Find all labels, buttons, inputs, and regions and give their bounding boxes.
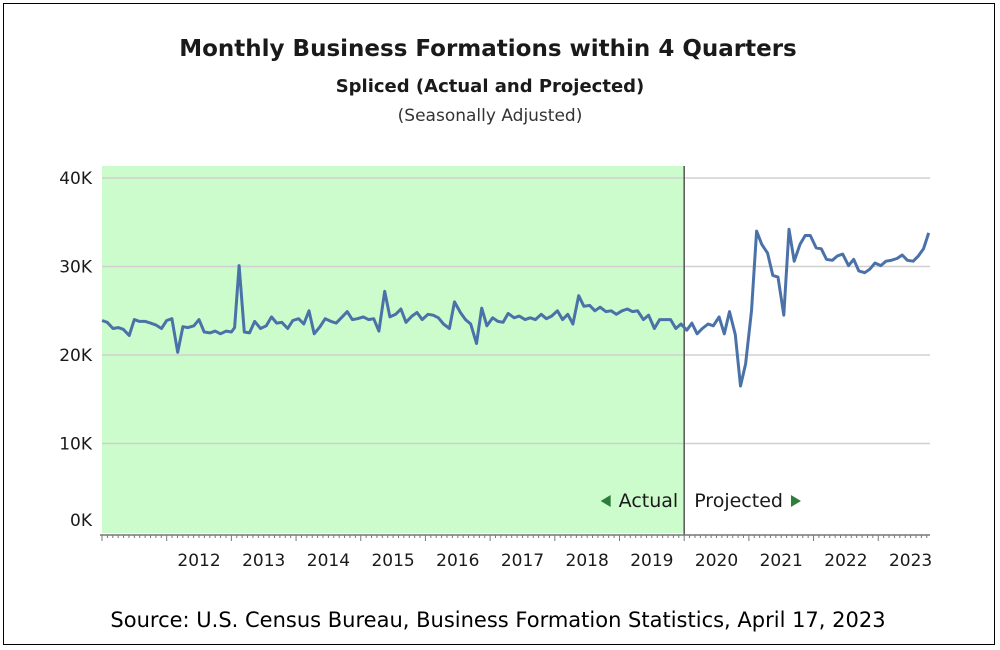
x-tick-label: 2018: [566, 551, 609, 571]
x-tick-label: 2012: [177, 551, 220, 571]
x-axis: 2012 2013 2014 2015 2016 2017 2018 2019 2020 2021…: [100, 534, 932, 571]
y-tick-label: 40K: [59, 169, 93, 189]
projected-label: Projected: [694, 490, 783, 512]
projected-arrow-icon: [790, 495, 801, 507]
x-tick-label: 2020: [695, 551, 738, 571]
y-tick-label: 10K: [59, 435, 93, 455]
actual-arrow-icon: [600, 495, 611, 507]
x-tick-label: 2023: [889, 551, 932, 571]
series-line: [101, 227, 931, 388]
chart-subtitle: Spliced (Actual and Projected): [335, 76, 645, 97]
chart-note: (Seasonally Adjusted): [397, 106, 583, 126]
y-tick-label: 0K: [70, 511, 93, 531]
x-tick-label: 2019: [630, 551, 673, 571]
y-tick-label: 30K: [59, 258, 93, 278]
y-axis-labels: 0K 10K 20K 30K 40K: [59, 169, 93, 531]
x-tick-label: 2016: [436, 551, 479, 571]
actual-label: Actual: [619, 490, 679, 512]
x-tick-label: 2021: [760, 551, 803, 571]
actual-region-shade: [102, 166, 685, 533]
x-tick-label: 2015: [371, 551, 414, 571]
x-tick-label: 2022: [824, 551, 867, 571]
x-tick-label: 2017: [501, 551, 544, 571]
x-tick-label: 2014: [307, 551, 350, 571]
y-tick-label: 20K: [59, 346, 93, 366]
chart-title: Monthly Business Formations within 4 Qua…: [179, 36, 797, 62]
region-labels: Actual Projected: [600, 490, 801, 512]
source-note: Source: U.S. Census Bureau, Business For…: [110, 608, 886, 632]
x-tick-label: 2013: [242, 551, 285, 571]
